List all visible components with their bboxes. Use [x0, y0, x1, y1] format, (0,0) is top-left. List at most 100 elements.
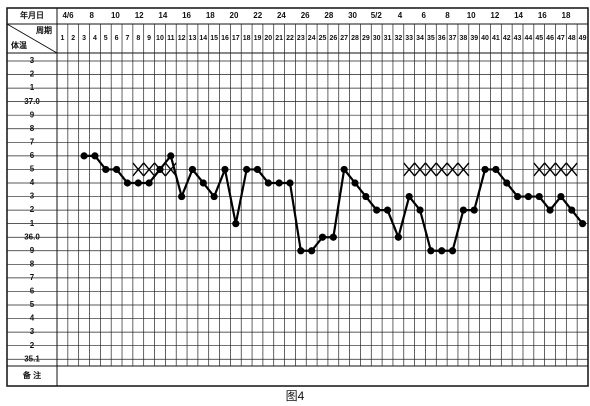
x-tick-label: 35	[427, 35, 435, 42]
x-tick-label: 44	[524, 35, 532, 42]
x-tick-label: 21	[275, 35, 283, 42]
date-label: 8	[445, 11, 450, 20]
x-tick-label: 11	[167, 35, 175, 42]
y-tick-label: 5	[30, 165, 35, 174]
x-tick-label: 30	[373, 35, 381, 42]
temperature-point	[362, 192, 370, 201]
temperature-point	[394, 233, 402, 241]
y-tick-label: 37.0	[24, 97, 40, 106]
y-tick-label: 4	[30, 178, 35, 187]
x-tick-label: 28	[351, 35, 359, 42]
x-tick-label: 29	[362, 35, 370, 42]
temperature-point	[481, 165, 489, 174]
temperature-point	[210, 192, 218, 201]
cross-mark	[544, 162, 557, 177]
x-tick-label: 47	[557, 35, 565, 42]
temperature-point	[416, 206, 424, 214]
cross-mark	[457, 162, 470, 177]
x-tick-label: 48	[568, 35, 576, 42]
x-tick-label: 12	[178, 35, 186, 42]
x-tick-label: 43	[514, 35, 522, 42]
x-tick-label: 23	[297, 35, 305, 42]
cross-mark	[424, 162, 437, 177]
temperature-point	[524, 192, 532, 201]
x-tick-label: 25	[319, 35, 327, 42]
x-tick-label: 4	[93, 35, 97, 42]
x-tick-label: 1	[60, 35, 64, 42]
table-frame	[6, 7, 589, 387]
date-label: 4/6	[62, 11, 74, 20]
temperature-point	[199, 179, 207, 187]
x-tick-label: 3	[82, 35, 86, 42]
x-tick-label: 8	[136, 35, 140, 42]
x-tick-label: 16	[221, 35, 229, 42]
date-label: 10	[111, 11, 120, 20]
caption: 图4	[286, 389, 305, 403]
temperature-point	[427, 247, 435, 255]
y-tick-label: 35.1	[24, 354, 40, 363]
temperature-point	[178, 192, 186, 201]
date-label: 12	[135, 11, 144, 20]
cross-mark	[153, 162, 166, 177]
date-label: 18	[206, 11, 215, 20]
x-tick-label: 37	[449, 35, 457, 42]
temperature-point	[232, 220, 240, 228]
date-label: 22	[253, 11, 262, 20]
date-label: 18	[562, 11, 571, 20]
x-tick-label: 13	[189, 35, 197, 42]
date-label: 14	[158, 11, 167, 20]
temperature-point	[513, 192, 522, 201]
x-tick-label: 41	[492, 35, 500, 42]
x-tick-label: 38	[459, 35, 467, 42]
y-tick-label: 1	[30, 219, 35, 228]
y-tick-label: 3	[30, 56, 35, 65]
date-label: 30	[348, 11, 357, 20]
x-tick-label: 2	[71, 35, 75, 42]
temperature-point	[113, 165, 121, 174]
date-label: 6	[421, 11, 426, 20]
x-tick-label: 46	[546, 35, 554, 42]
temp-label: 体温	[11, 40, 27, 50]
cross-mark	[414, 162, 426, 177]
date-label: 26	[301, 11, 310, 20]
cycle-label: 周期	[36, 25, 52, 35]
x-tick-label: 7	[125, 35, 129, 42]
x-tick-label: 19	[254, 35, 262, 42]
date-label: 12	[490, 11, 499, 20]
x-tick-label: 6	[115, 35, 119, 42]
x-tick-label: 39	[470, 35, 478, 42]
y-tick-label: 9	[30, 246, 35, 255]
x-tick-label: 5	[104, 35, 108, 42]
temperature-point	[373, 206, 381, 214]
temperature-point	[383, 206, 392, 214]
cross-mark	[164, 162, 177, 177]
temperature-point	[264, 179, 272, 187]
x-tick-label: 40	[481, 35, 489, 42]
x-tick-label: 9	[147, 35, 151, 42]
x-tick-label: 20	[264, 35, 272, 42]
y-tick-label: 2	[30, 341, 35, 350]
temperature-point	[546, 206, 554, 214]
temperature-point	[405, 192, 413, 201]
temperature-point	[340, 165, 348, 174]
y-tick-label: 8	[30, 124, 35, 133]
x-tick-label: 31	[384, 35, 392, 42]
y-tick-label: 5	[30, 300, 35, 309]
y-tick-label: 7	[30, 137, 35, 146]
cross-mark	[554, 162, 567, 177]
date-label: 16	[182, 11, 191, 20]
temperature-point	[80, 152, 88, 160]
temperature-point	[134, 179, 142, 187]
header-label: 年月日	[20, 10, 44, 20]
date-label: 28	[324, 11, 333, 20]
x-tick-label: 36	[438, 35, 446, 42]
y-tick-label: 4	[30, 314, 35, 323]
temperature-point	[91, 152, 99, 160]
cross-mark	[435, 162, 448, 177]
y-tick-label: 2	[30, 205, 35, 214]
cross-mark	[403, 162, 416, 177]
x-tick-label: 49	[579, 35, 587, 42]
temperature-point	[535, 192, 543, 201]
diagonal	[6, 23, 58, 54]
